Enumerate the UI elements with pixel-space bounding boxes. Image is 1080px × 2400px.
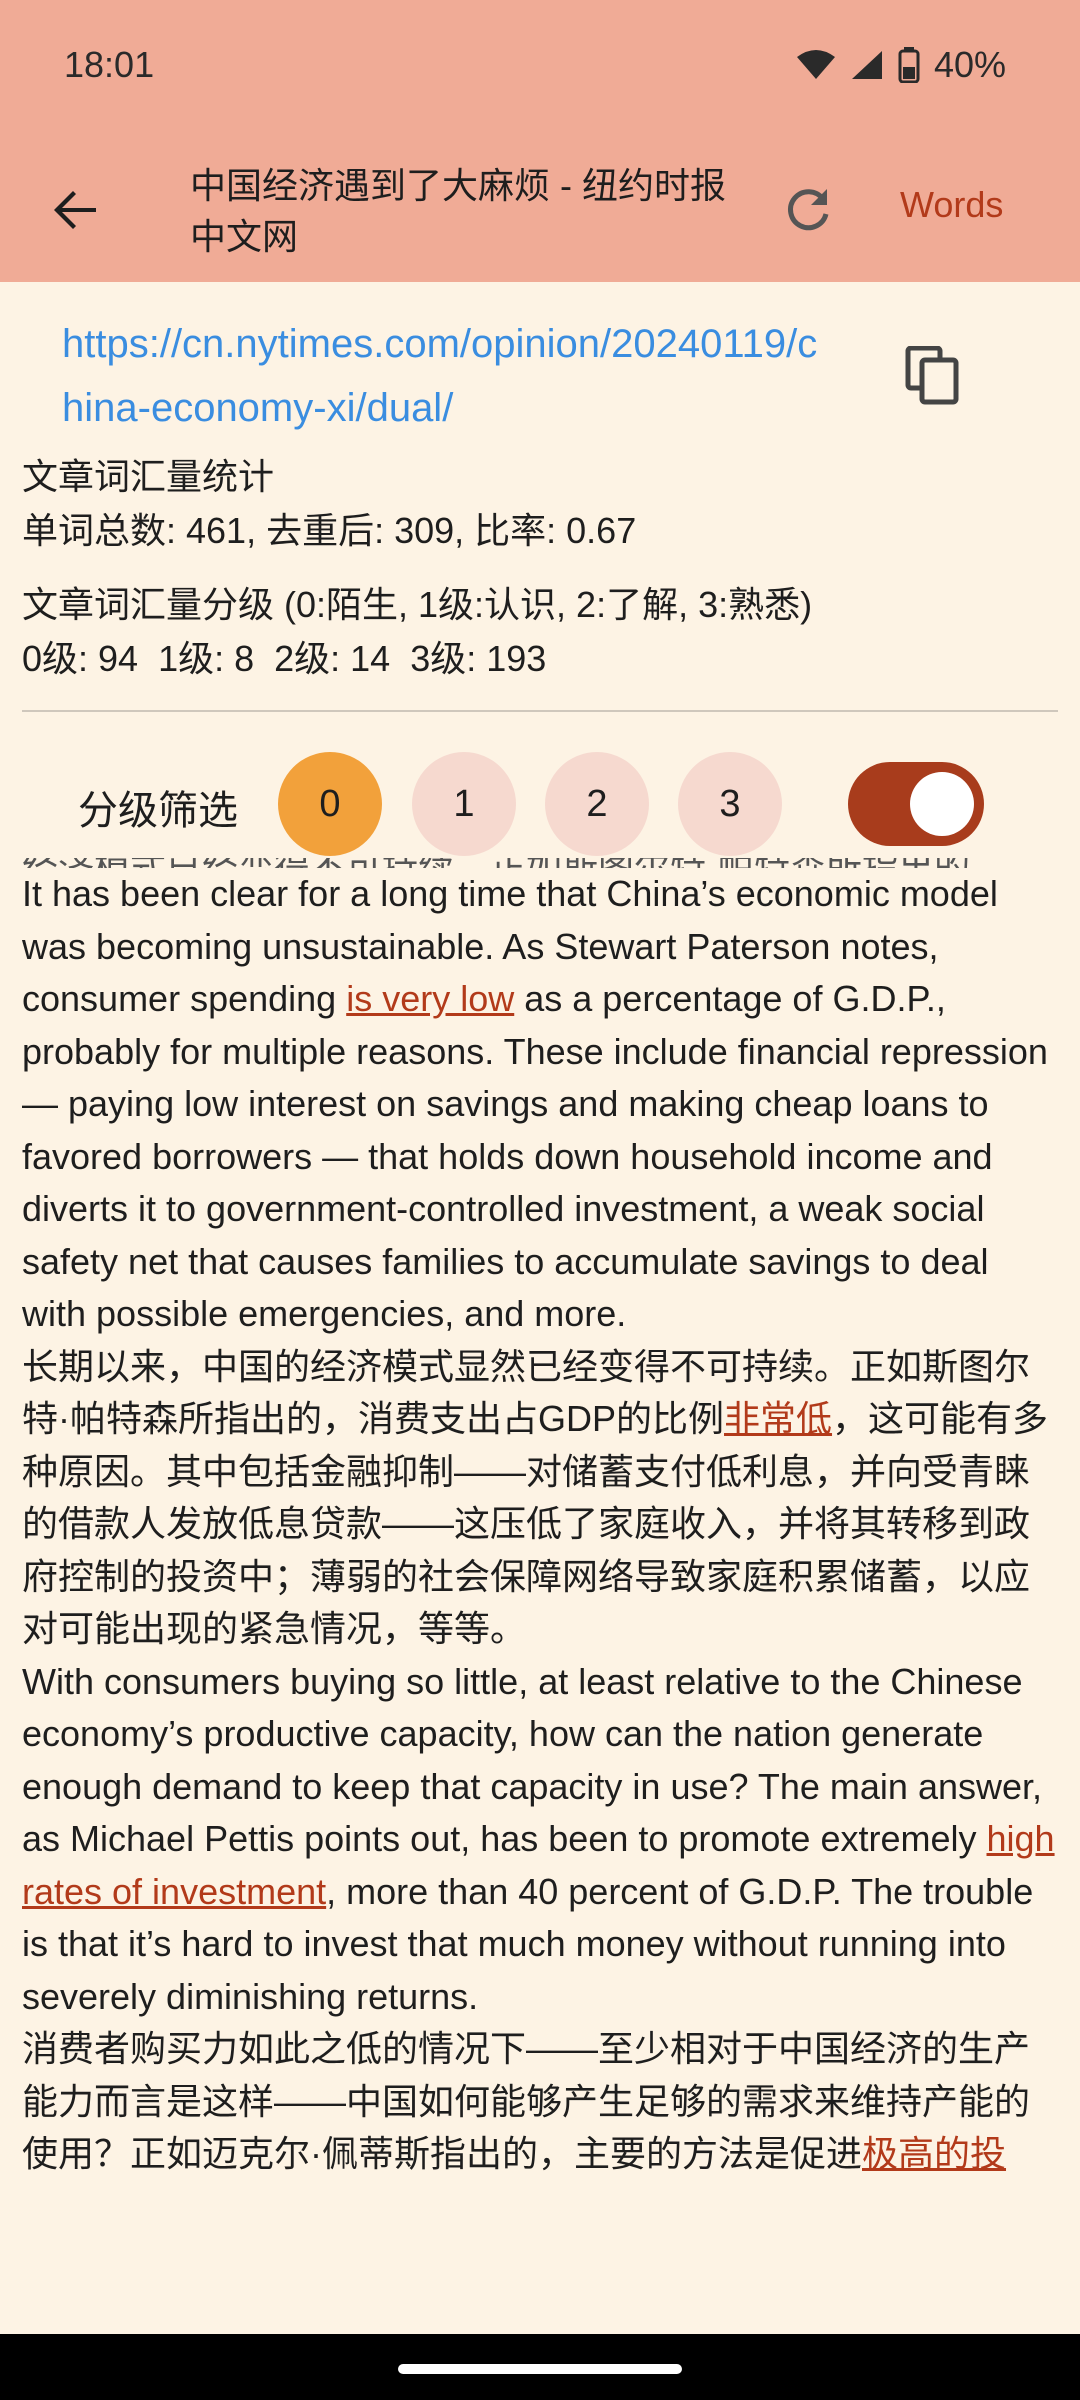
article-body: 经济模式已经变得不可持续。正如斯图尔特·帕特森所指出的 It has been … — [22, 858, 1062, 2334]
level-stats-counts: 0级: 94 1级: 8 2级: 14 3级: 193 — [22, 638, 547, 679]
filter-toggle-switch[interactable] — [848, 762, 984, 846]
clipped-line: 经济模式已经变得不可持续。正如斯图尔特·帕特森所指出的 — [22, 858, 1062, 868]
refresh-button[interactable] — [772, 174, 844, 246]
article-url-link[interactable]: https://cn.nytimes.com/opinion/20240119/… — [62, 322, 818, 430]
highlight-link[interactable]: is very low — [346, 978, 515, 1019]
home-gesture-pill[interactable] — [398, 2364, 682, 2374]
divider — [22, 710, 1058, 712]
status-bar: 18:01 40% — [0, 0, 1080, 140]
level-filter-label: 分级筛选 — [78, 789, 238, 833]
vocab-stats-title: 文章词汇量统计 — [22, 456, 275, 497]
vocab-stats-counts: 单词总数: 461, 去重后: 309, 比率: 0.67 — [22, 510, 637, 551]
highlight-link[interactable]: high rates of investment — [22, 1818, 1055, 1912]
paragraph-en-2: With consumers buying so little, at leas… — [22, 1660, 1055, 2017]
level-chip-2[interactable]: 2 — [545, 752, 649, 856]
paragraph-en-1: It has been clear for a long time that C… — [22, 873, 1048, 1334]
url-section: https://cn.nytimes.com/opinion/20240119/… — [0, 282, 1080, 442]
level-stats-title: 文章词汇量分级 (0:陌生, 1级:认识, 2:了解, 3:熟悉) — [22, 584, 813, 625]
status-icons: 40% — [796, 44, 1006, 86]
highlight-link[interactable]: 非常低 — [724, 1398, 833, 1439]
level-filter: 分级筛选 0 1 2 3 — [0, 752, 1080, 856]
copy-url-button[interactable] — [896, 340, 968, 412]
app-bar: 中国经济遇到了大麻烦 - 纽约时报中文网 Words — [0, 140, 1080, 282]
paragraph-zh-2: 消费者购买力如此之低的情况下——至少相对于中国经济的生产能力而言是这样——中国如… — [22, 2028, 1031, 2174]
refresh-icon — [788, 189, 829, 231]
battery-icon — [898, 47, 920, 83]
back-button[interactable] — [40, 174, 112, 246]
signal-icon — [851, 51, 882, 79]
wifi-icon — [796, 50, 835, 79]
level-chip-3[interactable]: 3 — [678, 752, 782, 856]
battery-percent: 40% — [933, 44, 1006, 85]
vocab-stats: 文章词汇量统计 单词总数: 461, 去重后: 309, 比率: 0.67 文章… — [22, 450, 1062, 686]
level-chip-1[interactable]: 1 — [412, 752, 516, 856]
level-chip-0[interactable]: 0 — [278, 752, 382, 856]
status-time: 18:01 — [64, 44, 155, 85]
highlight-link[interactable]: 极高的投 — [862, 2133, 1007, 2174]
system-nav-bar — [0, 2334, 1080, 2400]
toggle-knob — [910, 772, 974, 836]
copy-icon — [905, 346, 959, 405]
page-title: 中国经济遇到了大麻烦 - 纽约时报中文网 — [190, 165, 726, 257]
paragraph-zh-1: 长期以来，中国的经济模式显然已经变得不可持续。正如斯图尔特·帕特森所指出的，消费… — [22, 1345, 1049, 1650]
back-arrow-icon — [54, 191, 96, 229]
words-button[interactable]: Words — [900, 184, 1004, 225]
